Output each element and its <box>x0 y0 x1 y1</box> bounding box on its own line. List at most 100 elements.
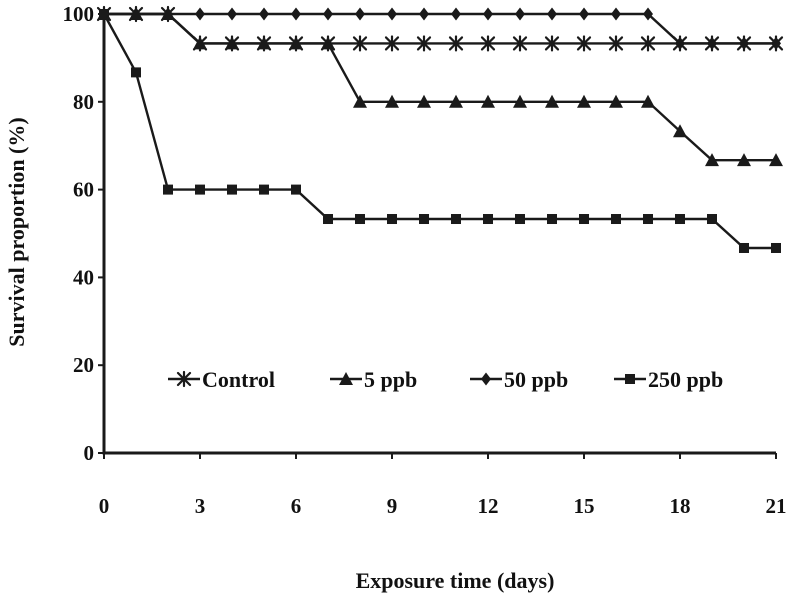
data-point-250-ppb <box>291 184 301 195</box>
y-tick-label: 40 <box>73 265 94 289</box>
data-point-50-ppb <box>515 7 525 21</box>
data-point-50-ppb <box>643 7 653 21</box>
data-point-control <box>416 35 432 52</box>
data-point-250-ppb <box>643 214 653 225</box>
data-point-5-ppb <box>513 94 527 108</box>
data-point-50-ppb <box>387 7 397 21</box>
data-point-5-ppb <box>577 94 591 108</box>
legend-item-control: Control <box>168 367 275 392</box>
legend-item-250-ppb: 250 ppb <box>614 367 723 392</box>
legend-item-50-ppb: 50 ppb <box>470 367 568 392</box>
data-point-5-ppb <box>353 94 367 108</box>
data-point-50-ppb <box>227 7 237 21</box>
data-point-control <box>608 35 624 52</box>
data-point-5-ppb <box>641 94 655 108</box>
data-point-5-ppb <box>609 94 623 108</box>
data-point-250-ppb <box>739 242 749 253</box>
data-point-5-ppb <box>225 36 239 50</box>
data-point-50-ppb <box>675 36 685 50</box>
x-tick-label: 6 <box>291 494 302 518</box>
data-point-250-ppb <box>323 214 333 225</box>
data-point-250-ppb <box>483 214 493 225</box>
data-point-5-ppb <box>417 94 431 108</box>
x-tick-label: 18 <box>670 494 691 518</box>
x-tick-label: 9 <box>387 494 398 518</box>
data-point-250-ppb <box>611 214 621 225</box>
data-point-5-ppb <box>481 94 495 108</box>
series-50-ppb <box>99 7 781 50</box>
data-point-5-ppb <box>193 36 207 50</box>
y-tick-label: 20 <box>73 353 94 377</box>
legend-label-250-ppb: 250 ppb <box>648 367 723 392</box>
data-point-50-ppb <box>419 7 429 21</box>
data-point-50-ppb <box>579 7 589 21</box>
plot-axes <box>102 12 776 455</box>
legend-label-50-ppb: 50 ppb <box>504 367 568 392</box>
x-tick-label: 3 <box>195 494 206 518</box>
data-point-250-ppb <box>99 9 109 19</box>
legend-marker-5-ppb <box>339 372 353 385</box>
data-point-250-ppb <box>419 214 429 225</box>
legend-label-5-ppb: 5 ppb <box>364 367 417 392</box>
data-point-250-ppb <box>195 184 205 195</box>
data-point-control <box>576 35 592 52</box>
data-point-250-ppb <box>579 214 589 225</box>
series-line-250-ppb <box>102 13 776 250</box>
data-point-50-ppb <box>291 7 301 21</box>
y-tick-label: 100 <box>63 2 95 26</box>
data-point-50-ppb <box>323 7 333 21</box>
y-axis-title: Survival proportion (%) <box>4 117 29 346</box>
data-point-control <box>512 35 528 52</box>
data-point-250-ppb <box>387 214 397 225</box>
data-point-250-ppb <box>451 214 461 225</box>
data-point-5-ppb <box>673 124 687 138</box>
legend-label-control: Control <box>202 367 275 392</box>
series-250-ppb <box>99 9 781 253</box>
data-point-50-ppb <box>259 7 269 21</box>
data-point-250-ppb <box>515 214 525 225</box>
data-point-250-ppb <box>707 214 717 225</box>
data-point-5-ppb <box>321 36 335 50</box>
x-axis-title: Exposure time (days) <box>356 568 555 593</box>
legend: Control 5 ppb 50 ppb 250 ppb <box>168 367 723 392</box>
data-point-control <box>384 35 400 52</box>
data-point-control <box>352 35 368 52</box>
series-5-ppb <box>97 7 783 167</box>
data-point-50-ppb <box>131 7 141 21</box>
y-axis-ticks: 0 20 40 60 80 100 <box>63 2 104 465</box>
data-point-250-ppb <box>227 184 237 195</box>
data-point-250-ppb <box>547 214 557 225</box>
series-line-50-ppb <box>104 12 776 45</box>
data-point-50-ppb <box>707 36 717 50</box>
data-point-control <box>448 35 464 52</box>
y-tick-label: 60 <box>73 178 94 202</box>
x-tick-label: 21 <box>766 494 787 518</box>
legend-marker-250-ppb <box>625 374 635 384</box>
data-point-50-ppb <box>611 7 621 21</box>
data-point-5-ppb <box>257 36 271 50</box>
data-point-250-ppb <box>163 184 173 195</box>
data-point-250-ppb <box>259 184 269 195</box>
data-point-5-ppb <box>289 36 303 50</box>
data-point-5-ppb <box>385 94 399 108</box>
series-layer <box>96 5 784 253</box>
x-tick-label: 0 <box>99 494 110 518</box>
series-line-5-ppb <box>104 12 776 162</box>
data-point-250-ppb <box>675 214 685 225</box>
data-point-5-ppb <box>705 153 719 167</box>
data-point-50-ppb <box>195 7 205 21</box>
y-tick-label: 80 <box>73 90 94 114</box>
data-point-control <box>480 35 496 52</box>
data-point-50-ppb <box>355 7 365 21</box>
data-point-50-ppb <box>739 36 749 50</box>
data-point-250-ppb <box>355 214 365 225</box>
data-point-5-ppb <box>545 94 559 108</box>
data-point-50-ppb <box>771 36 781 50</box>
data-point-5-ppb <box>449 94 463 108</box>
data-point-control <box>640 35 656 52</box>
data-point-250-ppb <box>771 242 781 253</box>
data-point-5-ppb <box>769 153 783 167</box>
y-tick-label: 0 <box>84 441 95 465</box>
data-point-250-ppb <box>131 67 141 78</box>
